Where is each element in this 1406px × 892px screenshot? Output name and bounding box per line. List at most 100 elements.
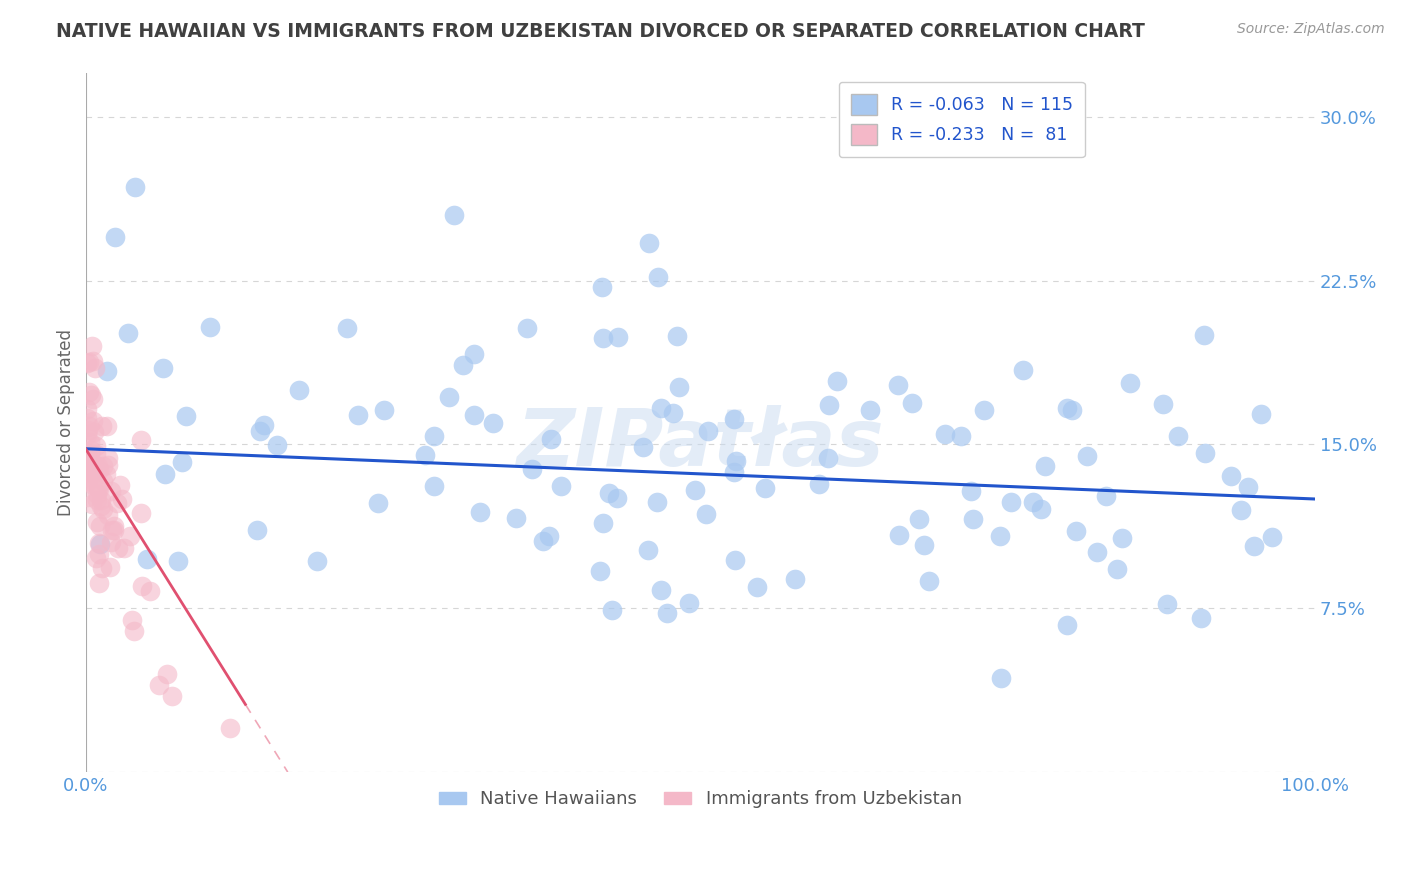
Point xyxy=(540,432,562,446)
Point xyxy=(87,458,110,473)
Point xyxy=(174,409,197,424)
Point xyxy=(79,445,101,459)
Point xyxy=(647,269,669,284)
Point xyxy=(695,507,717,521)
Point xyxy=(637,542,659,557)
Point xyxy=(104,230,127,244)
Point xyxy=(724,553,747,567)
Point xyxy=(1029,501,1052,516)
Point xyxy=(98,559,121,574)
Point xyxy=(908,512,931,526)
Point xyxy=(129,507,152,521)
Point xyxy=(76,470,98,484)
Point xyxy=(1261,530,1284,544)
Point xyxy=(83,425,105,440)
Point xyxy=(87,576,110,591)
Point xyxy=(121,613,143,627)
Point xyxy=(86,487,108,501)
Point xyxy=(373,403,395,417)
Point xyxy=(198,319,221,334)
Point xyxy=(859,403,882,417)
Point xyxy=(288,383,311,397)
Point xyxy=(650,583,672,598)
Point xyxy=(105,496,128,510)
Point xyxy=(83,457,105,471)
Point xyxy=(80,497,103,511)
Legend: Native Hawaiians, Immigrants from Uzbekistan: Native Hawaiians, Immigrants from Uzbeki… xyxy=(432,783,969,815)
Point xyxy=(155,467,177,481)
Point xyxy=(100,484,122,499)
Point xyxy=(253,418,276,433)
Point xyxy=(94,467,117,481)
Point xyxy=(89,518,111,533)
Point xyxy=(817,397,839,411)
Point xyxy=(77,419,100,434)
Point xyxy=(110,478,132,492)
Point xyxy=(84,360,107,375)
Point xyxy=(901,396,924,410)
Point xyxy=(1056,618,1078,632)
Point xyxy=(959,484,981,499)
Point xyxy=(1033,459,1056,474)
Point xyxy=(90,500,112,514)
Point xyxy=(1095,489,1118,503)
Point xyxy=(246,523,269,537)
Point xyxy=(468,505,491,519)
Point xyxy=(950,429,973,443)
Point xyxy=(249,424,271,438)
Point xyxy=(1076,449,1098,463)
Point xyxy=(453,359,475,373)
Point xyxy=(76,491,98,505)
Point xyxy=(655,606,678,620)
Point xyxy=(89,463,111,477)
Point xyxy=(96,364,118,378)
Point xyxy=(82,392,104,406)
Point xyxy=(346,408,368,422)
Point xyxy=(96,418,118,433)
Point xyxy=(423,478,446,492)
Point xyxy=(1152,397,1174,411)
Point xyxy=(367,496,389,510)
Point xyxy=(668,380,690,394)
Point xyxy=(1012,362,1035,376)
Point xyxy=(1250,407,1272,421)
Point xyxy=(100,535,122,549)
Point xyxy=(1107,562,1129,576)
Point xyxy=(1167,429,1189,443)
Point xyxy=(598,486,620,500)
Point xyxy=(1060,403,1083,417)
Y-axis label: Divorced or Separated: Divorced or Separated xyxy=(58,329,75,516)
Point xyxy=(101,523,124,537)
Point xyxy=(80,457,103,471)
Point xyxy=(724,454,747,468)
Point xyxy=(77,355,100,369)
Point xyxy=(696,424,718,438)
Point xyxy=(887,378,910,392)
Point xyxy=(80,388,103,402)
Point xyxy=(1156,597,1178,611)
Point xyxy=(1229,503,1251,517)
Point xyxy=(606,491,628,506)
Point xyxy=(86,492,108,507)
Point xyxy=(112,541,135,556)
Point xyxy=(103,523,125,537)
Point xyxy=(167,554,190,568)
Point xyxy=(129,433,152,447)
Point xyxy=(481,416,503,430)
Point xyxy=(1189,611,1212,625)
Point xyxy=(988,529,1011,543)
Point xyxy=(678,596,700,610)
Point xyxy=(86,515,108,529)
Point xyxy=(84,439,107,453)
Point xyxy=(82,354,104,368)
Point xyxy=(77,460,100,475)
Point xyxy=(807,476,830,491)
Point xyxy=(90,419,112,434)
Point xyxy=(516,320,538,334)
Point xyxy=(89,482,111,496)
Point xyxy=(1056,401,1078,415)
Point xyxy=(172,455,194,469)
Point xyxy=(117,326,139,340)
Point xyxy=(423,429,446,443)
Point xyxy=(631,440,654,454)
